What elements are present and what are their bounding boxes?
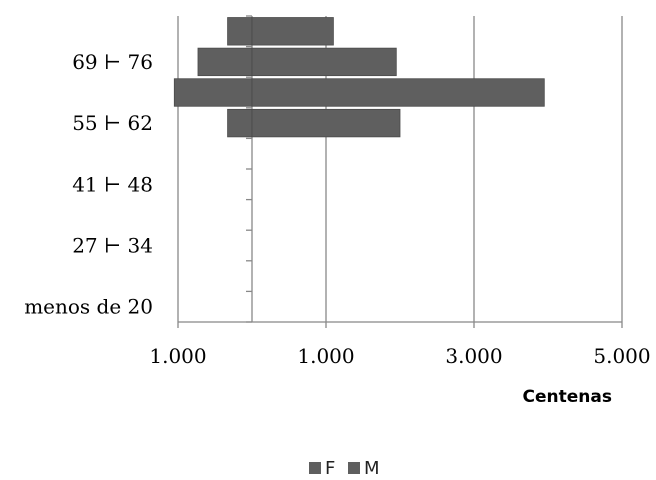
x-tick-label: 1.000	[149, 344, 206, 368]
legend-swatch-f	[309, 462, 321, 474]
y-tick-label: 69 ⊢ 76	[72, 50, 153, 74]
x-tick-label: 5.000	[593, 344, 650, 368]
bars	[173, 17, 545, 138]
bar-f-8	[197, 47, 253, 77]
bar-f-6	[227, 108, 253, 138]
legend-label-m: M	[364, 458, 380, 479]
bar-m-9	[251, 17, 334, 46]
bar-m-6	[251, 108, 401, 138]
bar-m-7	[251, 78, 545, 107]
y-tick-label: 41 ⊢ 48	[72, 172, 153, 196]
legend: F M	[309, 458, 380, 479]
axes	[178, 15, 622, 323]
bar-f-9	[227, 17, 253, 46]
legend-swatch-m	[348, 462, 360, 474]
x-tick-label: 1.000	[297, 344, 354, 368]
x-tick-label: 3.000	[445, 344, 502, 368]
y-tick-label: 27 ⊢ 34	[72, 234, 153, 258]
bar-f-7	[173, 78, 253, 107]
bar-m-8	[251, 47, 397, 77]
x-tick-labels: 1.000 1.000 3.000 5.000	[149, 344, 650, 368]
x-axis-label: Centenas	[523, 387, 612, 407]
legend-label-f: F	[325, 458, 335, 479]
y-tick-label: 55 ⊢ 62	[72, 111, 153, 135]
y-tick-labels: menos de 20 27 ⊢ 34 41 ⊢ 48 55 ⊢ 62 69 ⊢ 76	[24, 50, 153, 319]
y-tick-label: menos de 20	[24, 295, 153, 319]
